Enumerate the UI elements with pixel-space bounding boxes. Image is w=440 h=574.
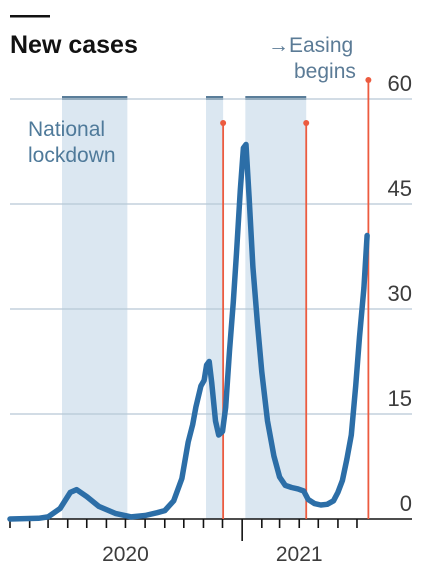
y-tick-label-45: 45 [388, 176, 412, 201]
y-tick-label-15: 15 [388, 386, 412, 411]
gridlines [10, 98, 412, 520]
chart-title: New cases [10, 31, 138, 59]
event-markers [220, 77, 372, 519]
lockdown-band-2 [206, 97, 224, 519]
lockdown-band-top-2 [206, 96, 224, 100]
easing-label-line2: begins [294, 60, 356, 83]
lockdown-label-line1: National [28, 118, 105, 141]
series-group [7, 141, 370, 522]
y-tick-label-0: 0 [400, 491, 412, 516]
y-tick-label-60: 60 [388, 71, 412, 96]
x-tick-label-2020: 2020 [102, 543, 149, 566]
lockdown-band-top-1 [62, 96, 128, 100]
x-axis: 2020 2021 [9, 519, 358, 566]
marker-dot-2 [303, 120, 310, 126]
marker-dot-1 [220, 120, 227, 126]
marker-dot-3 [365, 77, 372, 83]
y-axis: 0 15 30 45 60 [388, 71, 412, 516]
easing-label-line1: →Easing [268, 34, 353, 57]
lockdown-label-line2: lockdown [28, 144, 116, 167]
lockdown-band-1 [62, 97, 128, 519]
series-line-1 [7, 141, 370, 522]
x-tick-label-2021: 2021 [276, 543, 323, 566]
y-tick-label-30: 30 [388, 281, 412, 306]
title-rule [10, 15, 50, 18]
lockdown-band-top-3 [245, 96, 307, 100]
